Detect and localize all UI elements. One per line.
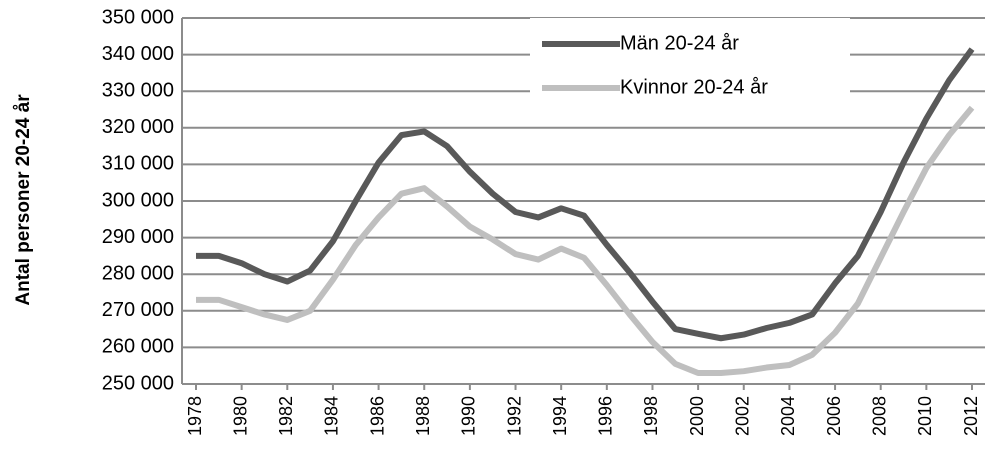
y-tick-label: 310 000	[102, 153, 174, 175]
y-tick-label: 340 000	[102, 43, 174, 65]
x-tick-label: 1984	[322, 396, 342, 436]
data-line	[196, 105, 975, 377]
x-tick-label: 1986	[367, 396, 387, 436]
x-tick-label: 2004	[778, 396, 798, 436]
x-tick-label: 1982	[276, 396, 296, 436]
y-tick-label: 320 000	[102, 116, 174, 138]
legend-box	[530, 18, 850, 110]
x-tick-label: 1978	[185, 396, 205, 436]
x-tick-label: 1994	[550, 396, 570, 436]
y-tick-label: 270 000	[102, 299, 174, 321]
x-tick-label: 2002	[733, 396, 753, 436]
x-tick-label: 1980	[230, 396, 250, 436]
y-tick-label: 250 000	[102, 372, 174, 394]
data-line	[196, 47, 975, 342]
y-tick-label: 260 000	[102, 336, 174, 358]
y-tick-label: 350 000	[102, 6, 174, 28]
x-tick-label: 2006	[824, 396, 844, 436]
x-tick-label: 1998	[641, 396, 661, 436]
y-tick-label: 280 000	[102, 262, 174, 284]
x-tick-label: 1990	[459, 396, 479, 436]
x-tick-label: 2000	[687, 396, 707, 436]
x-tick-label: 2012	[961, 396, 981, 436]
x-tick-label: 2010	[915, 396, 935, 436]
y-tick-label: 300 000	[102, 189, 174, 211]
x-tick-label: 1992	[504, 396, 524, 436]
x-tick-label: 2008	[869, 396, 889, 436]
legend-label: Män 20-24 år	[620, 32, 739, 54]
legend-label: Kvinnor 20-24 år	[620, 76, 768, 98]
y-axis-label: Antal personer 20-24 år	[13, 94, 34, 306]
x-tick-label: 1988	[413, 396, 433, 436]
y-tick-label: 330 000	[102, 79, 174, 101]
x-tick-label: 1996	[596, 396, 616, 436]
y-tick-label: 290 000	[102, 226, 174, 248]
